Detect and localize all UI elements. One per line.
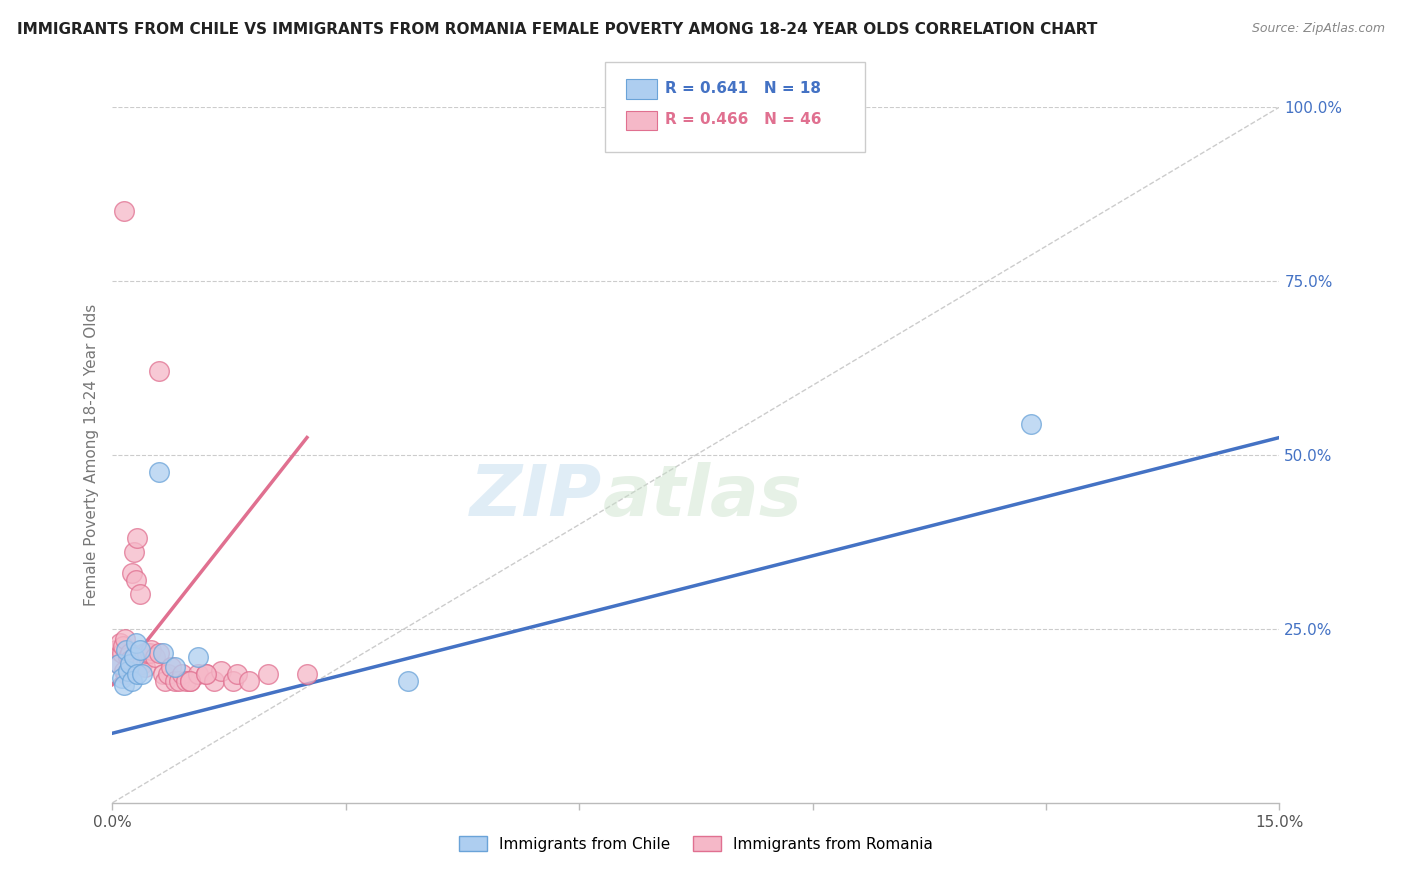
Y-axis label: Female Poverty Among 18-24 Year Olds: Female Poverty Among 18-24 Year Olds — [83, 304, 98, 606]
Point — [121, 674, 143, 689]
Point — [152, 667, 174, 681]
Point — [238, 674, 260, 689]
Text: ZIP: ZIP — [471, 462, 603, 531]
Point — [118, 646, 141, 660]
Point — [127, 667, 149, 681]
Point — [155, 674, 177, 689]
Point — [172, 667, 194, 681]
Point — [148, 466, 170, 480]
Point — [152, 646, 174, 660]
Point — [187, 667, 209, 681]
Point — [176, 674, 198, 689]
Point — [163, 660, 186, 674]
Point — [141, 642, 163, 657]
Point — [139, 646, 162, 660]
Legend: Immigrants from Chile, Immigrants from Romania: Immigrants from Chile, Immigrants from R… — [453, 830, 939, 858]
Point — [107, 657, 129, 671]
Point — [122, 545, 145, 559]
Text: Source: ZipAtlas.com: Source: ZipAtlas.com — [1251, 22, 1385, 36]
Point — [117, 649, 139, 664]
Point — [167, 674, 190, 689]
Point — [115, 667, 138, 681]
Point — [118, 653, 141, 667]
Point — [132, 646, 155, 660]
Point — [257, 667, 280, 681]
Point — [1019, 417, 1042, 431]
Point — [295, 667, 318, 681]
Point — [157, 667, 180, 681]
Point — [160, 660, 183, 674]
Text: atlas: atlas — [603, 462, 803, 531]
Point — [226, 667, 249, 681]
Point — [111, 671, 134, 685]
Point — [194, 667, 217, 681]
Point — [107, 657, 129, 671]
Point — [187, 649, 209, 664]
Point — [125, 573, 148, 587]
Point — [143, 649, 166, 664]
Point — [148, 646, 170, 660]
Point — [179, 674, 201, 689]
Point — [131, 667, 153, 681]
Text: R = 0.466   N = 46: R = 0.466 N = 46 — [665, 112, 821, 128]
Point — [131, 657, 153, 671]
Point — [148, 364, 170, 378]
Text: R = 0.641   N = 18: R = 0.641 N = 18 — [665, 81, 821, 96]
Point — [111, 646, 134, 660]
Point — [128, 587, 150, 601]
Point — [127, 532, 149, 546]
Point — [136, 646, 159, 660]
Point — [134, 660, 156, 674]
Point — [117, 664, 139, 678]
Point — [209, 664, 232, 678]
Point — [112, 664, 135, 678]
Point — [396, 674, 419, 689]
Point — [222, 674, 245, 689]
Text: IMMIGRANTS FROM CHILE VS IMMIGRANTS FROM ROMANIA FEMALE POVERTY AMONG 18-24 YEAR: IMMIGRANTS FROM CHILE VS IMMIGRANTS FROM… — [17, 22, 1097, 37]
Point — [112, 204, 135, 219]
Point — [112, 677, 135, 691]
Point — [125, 636, 148, 650]
Point — [114, 632, 136, 647]
Point — [122, 649, 145, 664]
Point — [110, 636, 132, 650]
Point — [194, 667, 217, 681]
Point — [111, 639, 134, 653]
Point — [121, 566, 143, 581]
Point — [202, 674, 225, 689]
Point — [115, 642, 138, 657]
Point — [179, 674, 201, 689]
Point — [118, 657, 141, 671]
Point — [163, 674, 186, 689]
Point — [128, 642, 150, 657]
Point — [105, 642, 128, 657]
